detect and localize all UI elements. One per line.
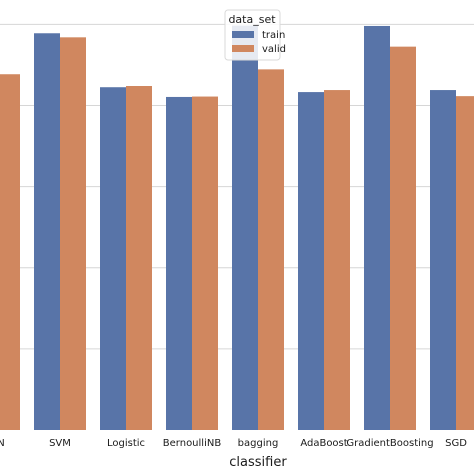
x-tick-label: bagging [238, 438, 279, 449]
x-tick-label: Logistic [107, 438, 145, 449]
bar-valid [60, 37, 86, 431]
bar-valid [192, 96, 218, 430]
bar-train [34, 33, 60, 430]
x-tick-label: BernoulliNB [163, 438, 222, 449]
legend-label-valid: valid [262, 44, 286, 55]
bar-valid [390, 46, 416, 431]
bar-train [430, 90, 456, 430]
legend-label-train: train [262, 30, 285, 41]
bar-valid [0, 74, 20, 431]
legend-title: data_set [228, 13, 276, 26]
bar-train [232, 25, 258, 430]
x-tick-label: SVM [49, 438, 71, 449]
x-tick-label: AdaBoost [300, 438, 347, 449]
x-tick-label: SGD [445, 438, 467, 449]
bar-valid [324, 90, 350, 430]
bar-valid [126, 86, 152, 430]
legend-swatch-valid [232, 45, 254, 52]
bars-group [0, 25, 474, 431]
bar-valid [456, 96, 474, 430]
x-axis-label: classifier [229, 455, 287, 470]
bar-train [298, 92, 324, 431]
x-tick-label: GradientBoosting [346, 438, 433, 449]
bar-train [166, 96, 192, 431]
x-tick-labels: KNN SVM Logistic BernoulliNB bagging AdaBoost… [0, 438, 467, 449]
legend: data_set train valid [224, 9, 286, 61]
legend-swatch-train [232, 31, 254, 38]
bar-train [364, 25, 390, 430]
bar-train [100, 87, 126, 430]
x-tick-label: KNN [0, 438, 5, 449]
bar-valid [258, 69, 284, 431]
